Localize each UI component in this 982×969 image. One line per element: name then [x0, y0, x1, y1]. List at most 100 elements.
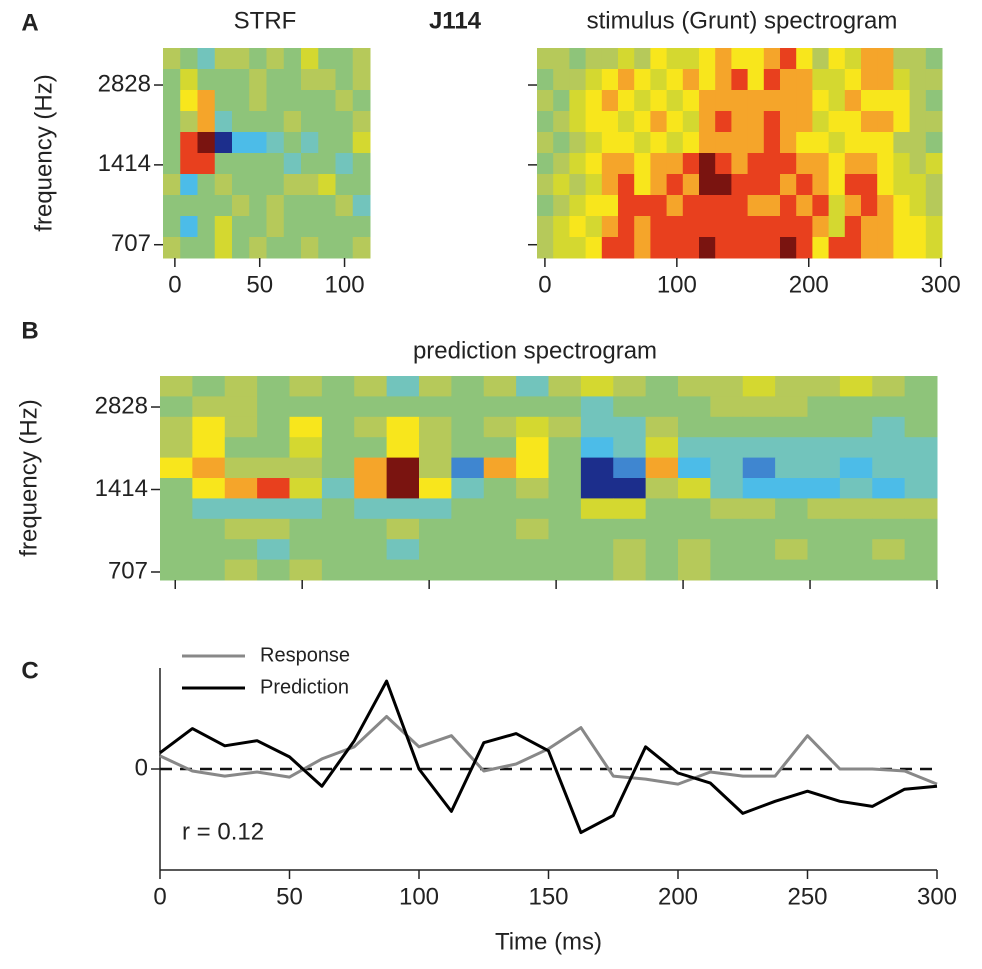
heatmap-cell	[585, 69, 603, 91]
heatmap-cell	[451, 457, 485, 479]
heatmap-cell	[925, 132, 943, 154]
heatmap-cell	[872, 478, 906, 499]
heatmap-cell	[318, 132, 336, 154]
heatmap-cell	[925, 111, 943, 133]
heatmap-cell	[257, 437, 290, 459]
heatmap-cell	[747, 69, 765, 91]
heatmap-cell	[580, 559, 614, 581]
heatmap-cell	[678, 498, 711, 520]
heatmap-cell	[548, 396, 582, 418]
heatmap-cell	[569, 195, 587, 217]
heatmap-cell	[715, 132, 732, 154]
heatmap-cell	[580, 539, 614, 561]
heatmap-cell	[682, 216, 700, 238]
heatmap-cell	[548, 478, 582, 499]
heatmap-cell	[877, 90, 894, 112]
heatmap-cell	[678, 437, 711, 459]
heatmap-cell	[877, 153, 894, 175]
heatmap-cell	[354, 559, 388, 581]
heatmap-cell	[650, 216, 668, 238]
heatmap-cell	[335, 69, 354, 91]
heatmap-cell	[321, 478, 355, 499]
heatmap-cell	[516, 559, 549, 581]
heatmap-cell	[516, 539, 549, 561]
heatmap-cell	[904, 437, 938, 459]
heatmap-cell	[872, 498, 906, 520]
heatmap-cell	[249, 237, 267, 259]
heatmap-cell	[257, 518, 290, 540]
heatmap-cell	[844, 48, 862, 70]
heatmap-cell	[796, 216, 813, 238]
heatmap-cell	[180, 195, 198, 217]
heatmap-cell	[742, 559, 776, 581]
heatmap-cell	[796, 174, 813, 196]
heatmap-cell	[613, 457, 647, 479]
heatmap-cell	[249, 132, 267, 154]
heatmap-cell	[232, 69, 250, 91]
heatmap-cell	[844, 237, 862, 259]
heatmap-cell	[839, 437, 873, 459]
heatmap-cell	[904, 498, 938, 520]
heatmap-cell	[775, 416, 808, 438]
heatmap-cell	[180, 216, 198, 238]
panel-label: C	[21, 657, 38, 684]
heatmap-cell	[710, 376, 744, 397]
heatmap-cell	[731, 195, 749, 217]
heatmap-cell	[763, 69, 781, 91]
heatmap-cell	[289, 518, 323, 540]
heatmap-cell	[613, 437, 647, 459]
heatmap-cell	[893, 174, 911, 196]
heatmap-cell	[650, 237, 668, 259]
heatmap-cell	[335, 90, 354, 112]
heatmap-cell	[909, 90, 927, 112]
heatmap-cell	[321, 396, 355, 418]
heatmap-cell	[569, 216, 587, 238]
heatmap-cell	[451, 416, 485, 438]
heatmap-cell	[232, 237, 250, 259]
heatmap-cell	[197, 174, 216, 196]
heatmap-cell	[742, 457, 776, 479]
heatmap-cell	[249, 195, 267, 217]
heatmap-cell	[699, 174, 716, 196]
heatmap-cell	[909, 195, 927, 217]
heatmap-cell	[909, 48, 927, 70]
heatmap-cell	[861, 90, 878, 112]
heatmap-cell	[224, 396, 258, 418]
heatmap-cell	[419, 457, 452, 479]
heatmap-cell	[678, 539, 711, 561]
heatmap-cell	[537, 237, 554, 259]
heatmap-cell	[548, 518, 582, 540]
heatmap-cell	[163, 48, 181, 70]
heatmap-cell	[483, 396, 517, 418]
heatmap-cell	[731, 90, 749, 112]
heatmap-cell	[386, 518, 420, 540]
heatmap-cell	[715, 69, 732, 91]
heatmap-cell	[386, 457, 420, 479]
heatmap-cell	[214, 90, 233, 112]
heatmap-cell	[160, 396, 193, 418]
heatmap-cell	[618, 90, 635, 112]
x-tick-label: 50	[276, 883, 303, 910]
heatmap-cell	[710, 416, 744, 438]
heatmap-cell	[289, 539, 323, 561]
heatmap-cell	[645, 498, 679, 520]
heatmap-cell	[585, 174, 603, 196]
heatmap-cell	[601, 216, 619, 238]
heatmap-cell	[197, 153, 216, 175]
heatmap-cell	[483, 416, 517, 438]
heatmap-cell	[645, 478, 679, 499]
heatmap-cell	[796, 48, 813, 70]
heatmap-cell	[451, 396, 485, 418]
heatmap-cell	[214, 174, 233, 196]
heatmap-cell	[516, 376, 549, 397]
heatmap-cell	[451, 539, 485, 561]
heatmap-cell	[601, 90, 619, 112]
heatmap-cell	[318, 174, 336, 196]
heatmap-cell	[909, 237, 927, 259]
heatmap-cell	[904, 478, 938, 499]
heatmap-cell	[548, 559, 582, 581]
heatmap-cell	[796, 237, 813, 259]
heatmap-cell	[601, 69, 619, 91]
heatmap-cell	[812, 195, 830, 217]
heatmap-cell	[257, 376, 290, 397]
